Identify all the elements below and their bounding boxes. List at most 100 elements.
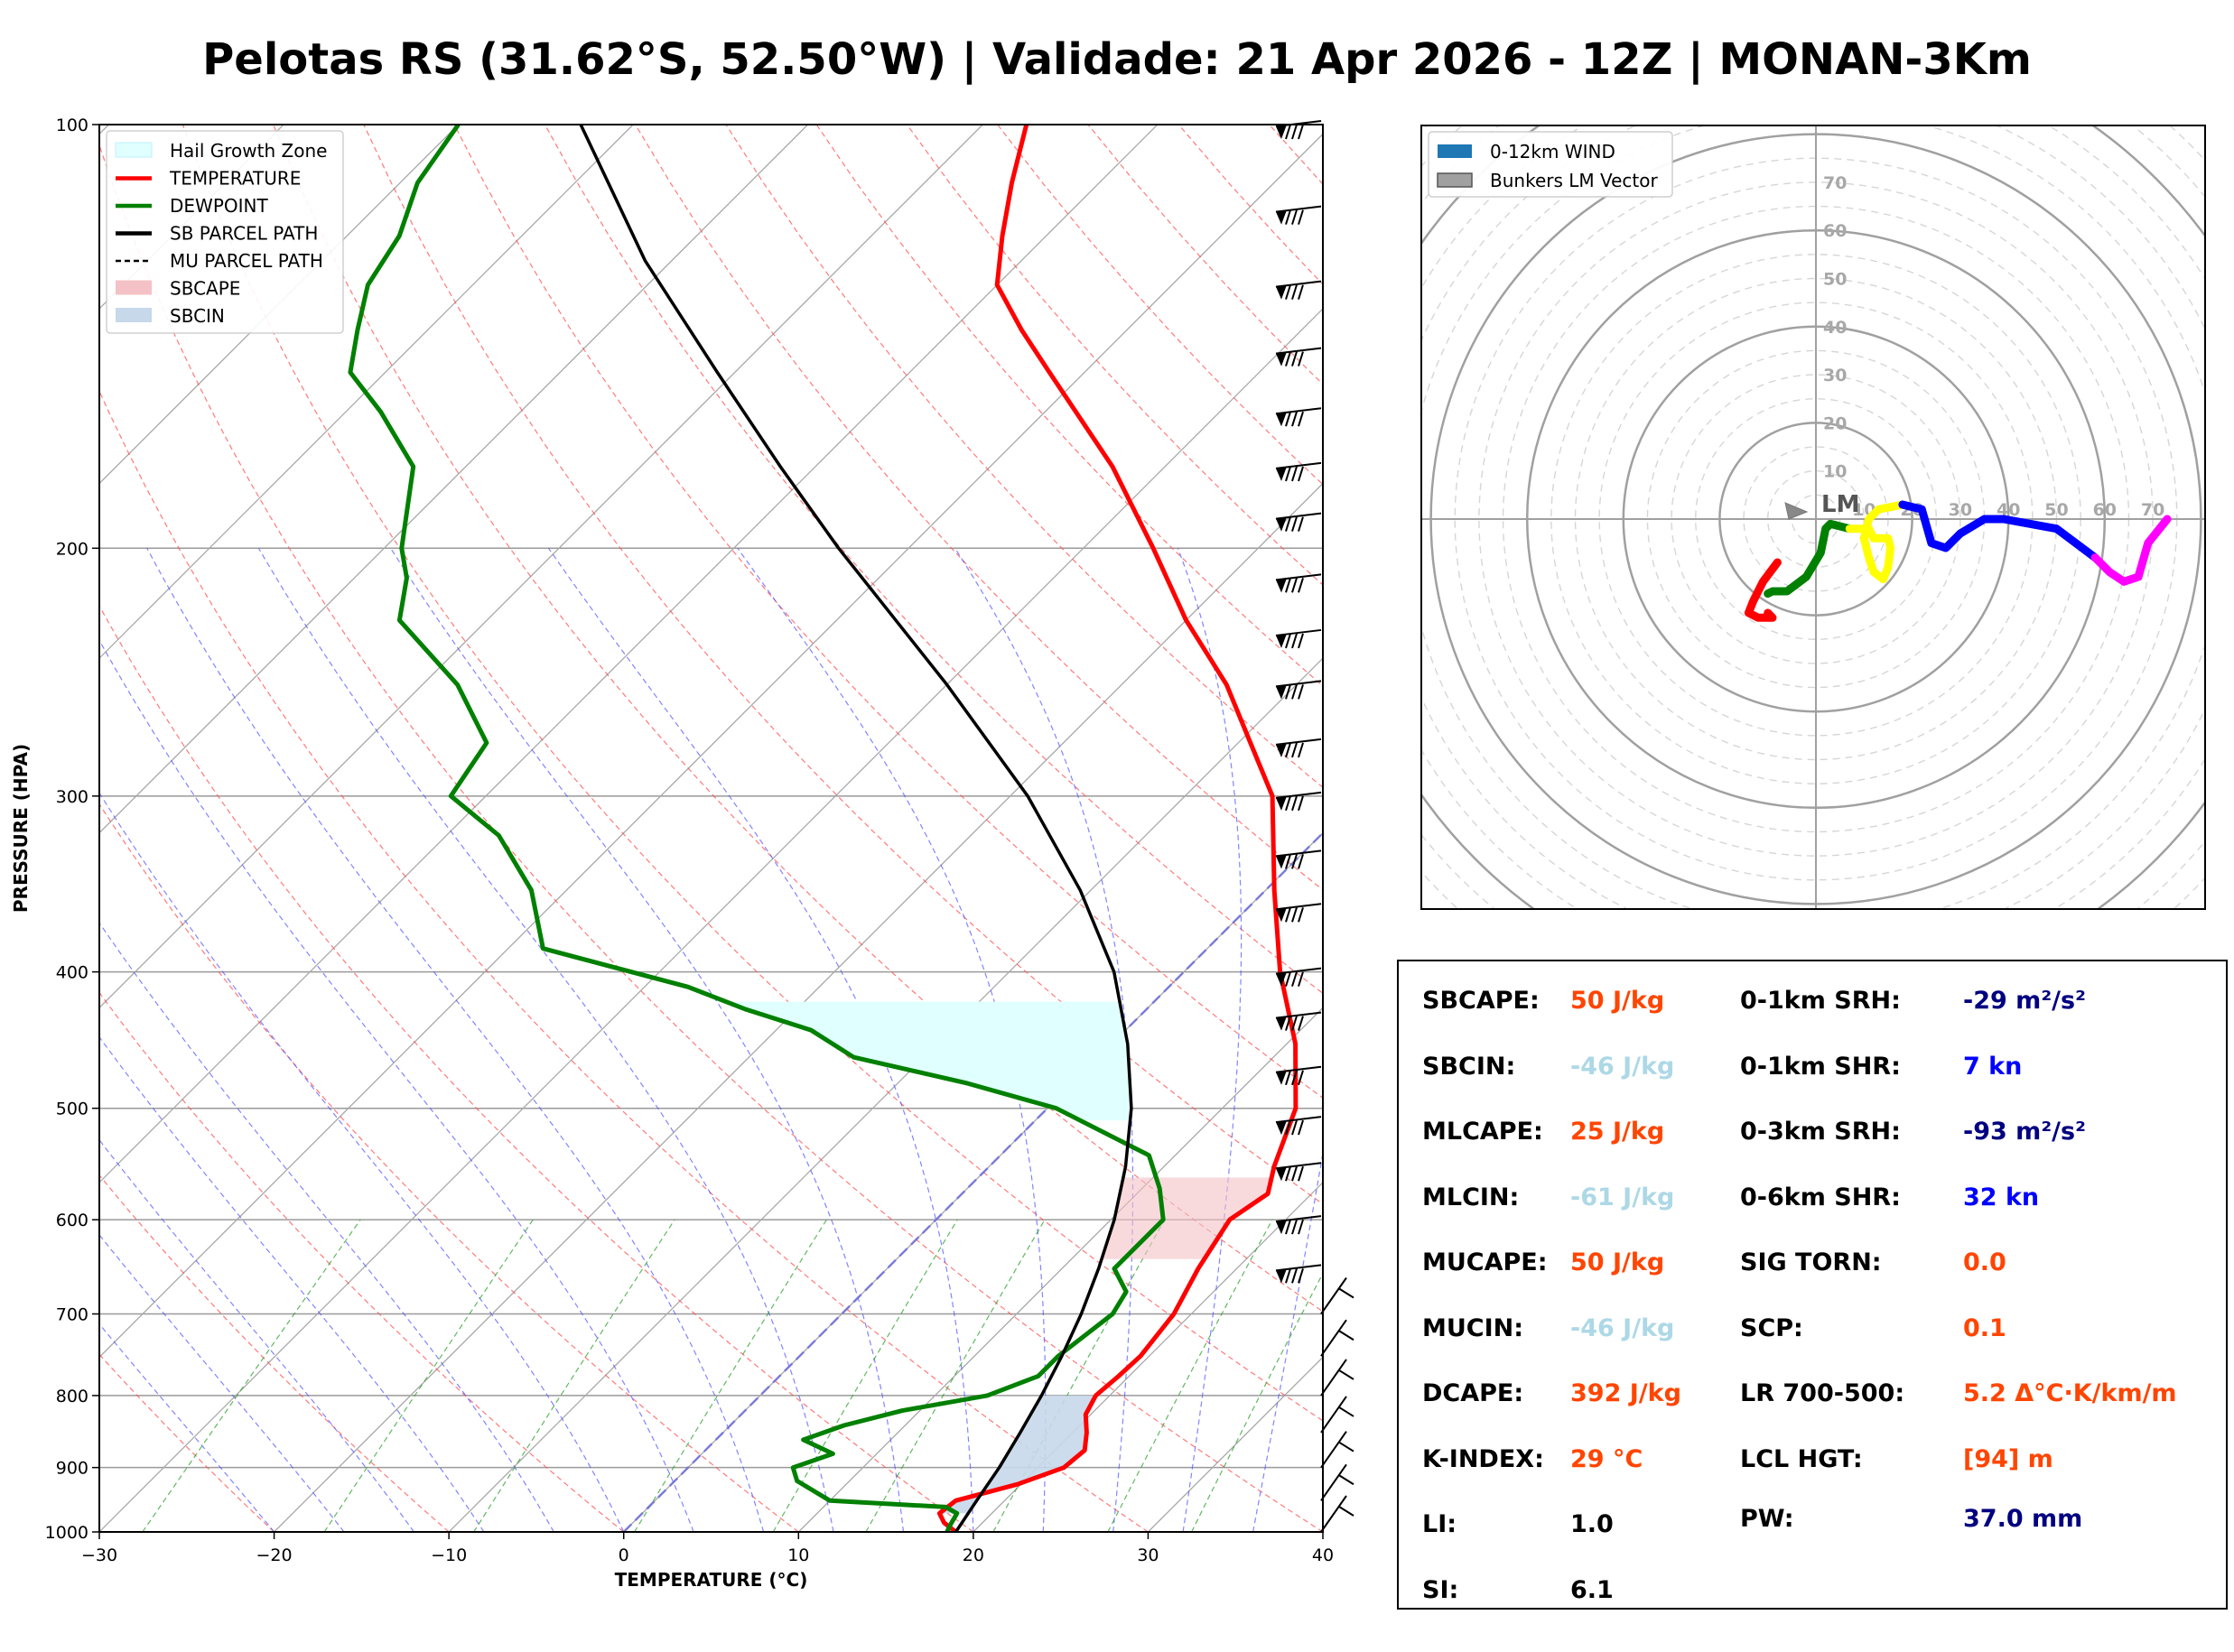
wind-barb bbox=[1275, 1116, 1322, 1136]
wind-barb-feather bbox=[1291, 684, 1298, 700]
param-label: K-INDEX: bbox=[1422, 1444, 1544, 1473]
hodograph-legend-swatch bbox=[1438, 144, 1472, 158]
dewpoint-line bbox=[348, 125, 1166, 1532]
moist-adiabat bbox=[99, 1234, 345, 1532]
wind-barb-feather bbox=[1298, 124, 1304, 140]
wind-barb bbox=[1275, 512, 1322, 532]
param-label: 0-6km SHR: bbox=[1740, 1183, 1901, 1211]
wind-barb bbox=[1275, 1215, 1322, 1235]
wind-barb-feather bbox=[1285, 1268, 1291, 1284]
wind-barb-flag bbox=[1276, 1268, 1287, 1284]
dry-adiabat bbox=[99, 389, 1149, 1532]
wind-barb-flag bbox=[1276, 1016, 1287, 1031]
wind-barb-feather bbox=[1298, 795, 1304, 812]
wind-barb-feather bbox=[1285, 795, 1291, 812]
param-value: -46 J/kg bbox=[1570, 1052, 1675, 1081]
wind-barb-flag bbox=[1276, 578, 1287, 593]
wind-barb-flag bbox=[1276, 971, 1287, 987]
isotherm bbox=[973, 1181, 1323, 1532]
param-value: 6.1 bbox=[1570, 1575, 1614, 1604]
isotherm bbox=[99, 125, 1159, 1183]
wind-barb bbox=[1275, 738, 1322, 758]
wind-barb-feather bbox=[1298, 1219, 1304, 1235]
wind-barb bbox=[1275, 903, 1322, 923]
hodograph-ring-label-y: 10 bbox=[1823, 462, 1847, 482]
wind-barb-feather bbox=[1298, 684, 1304, 700]
mixing-ratio-line bbox=[473, 1219, 675, 1532]
param-value: 32 kn bbox=[1963, 1183, 2040, 1211]
hodograph-ring-label-y: 30 bbox=[1823, 366, 1847, 385]
wind-barb-feather bbox=[1285, 854, 1291, 869]
hodograph-legend-swatch bbox=[1437, 172, 1473, 188]
wind-barb-flag bbox=[1276, 854, 1287, 869]
wind-barb bbox=[1275, 1011, 1322, 1031]
moist-adiabat bbox=[737, 547, 1047, 1532]
mixing-ratio-line bbox=[1191, 1272, 1323, 1532]
wind-barb-flag bbox=[1276, 1070, 1287, 1085]
wind-barb-feather bbox=[1291, 284, 1298, 300]
y-tick-label: 1000 bbox=[45, 1523, 88, 1543]
wind-barb-staff bbox=[1320, 1431, 1347, 1469]
param-label: DCAPE: bbox=[1422, 1379, 1524, 1407]
wind-barb-feather bbox=[1298, 516, 1304, 532]
param-label: PW: bbox=[1740, 1505, 1794, 1533]
wind-barb-feather bbox=[1285, 284, 1291, 300]
wind-barb bbox=[1275, 407, 1322, 427]
wind-barb-feather bbox=[1285, 971, 1291, 987]
wind-barb-flag bbox=[1276, 684, 1287, 700]
wind-barb-feather bbox=[1291, 906, 1298, 923]
dry-adiabat bbox=[99, 991, 625, 1532]
wind-barb-feather bbox=[1291, 1165, 1298, 1182]
hodograph-trace bbox=[1845, 500, 1907, 584]
wind-barb-flag bbox=[1276, 742, 1287, 757]
wind-barb-feather bbox=[1291, 516, 1298, 532]
x-tick-label: 20 bbox=[963, 1545, 984, 1565]
wind-barb bbox=[1275, 461, 1322, 482]
dry-adiabat bbox=[635, 125, 1323, 891]
wind-barb-feather bbox=[1338, 1506, 1354, 1517]
hodograph-ring-label-x: 50 bbox=[2044, 500, 2068, 520]
wind-barb-feather bbox=[1285, 906, 1291, 923]
wind-barb bbox=[1320, 1276, 1354, 1315]
wind-barb-feather bbox=[1291, 971, 1298, 987]
wind-barb-staff bbox=[1320, 1463, 1347, 1501]
param-label: MUCAPE: bbox=[1422, 1248, 1548, 1276]
wind-barb-flag bbox=[1276, 795, 1287, 811]
wind-barb-feather bbox=[1291, 411, 1298, 427]
isotherm bbox=[448, 657, 1323, 1532]
wind-barb-flag bbox=[1276, 1120, 1287, 1136]
dry-adiabat bbox=[99, 604, 974, 1532]
wind-barb bbox=[1275, 573, 1322, 593]
param-value: 1.0 bbox=[1570, 1510, 1614, 1538]
y-tick-label: 400 bbox=[56, 963, 88, 983]
x-tick-label: −10 bbox=[431, 1545, 467, 1565]
y-axis-label: PRESSURE (HPA) bbox=[10, 744, 32, 913]
wind-barb-feather bbox=[1285, 684, 1291, 700]
param-label: 0-1km SHR: bbox=[1740, 1052, 1901, 1081]
sbcin-fill bbox=[939, 1395, 1096, 1514]
wind-barb bbox=[1275, 1162, 1322, 1182]
wind-barb bbox=[1320, 1463, 1354, 1501]
wind-barb-feather bbox=[1298, 466, 1304, 482]
wind-barb-feather bbox=[1298, 633, 1304, 649]
param-label: 0-1km SRH: bbox=[1740, 987, 1901, 1015]
x-tick-label: −30 bbox=[81, 1545, 117, 1565]
moist-adiabat bbox=[99, 792, 625, 1532]
wind-barb bbox=[1275, 205, 1322, 225]
isotherm bbox=[99, 125, 634, 660]
hodograph-legend-bunkers: Bunkers LM Vector bbox=[1490, 170, 1659, 191]
wind-barb-feather bbox=[1338, 1330, 1354, 1341]
param-label: MLCIN: bbox=[1422, 1183, 1520, 1211]
x-tick-label: 0 bbox=[619, 1545, 629, 1565]
hodograph-ring-label-y: 20 bbox=[1823, 413, 1847, 433]
wind-barb-flag bbox=[1276, 284, 1287, 300]
hodograph-ring bbox=[1421, 125, 2205, 909]
moist-adiabat bbox=[1252, 1150, 1323, 1532]
temperature-line bbox=[936, 125, 1299, 1532]
hodograph-ring-label-y: 50 bbox=[1823, 270, 1847, 290]
legend-mu-parcel-path: MU PARCEL PATH bbox=[170, 250, 323, 272]
wind-barb-flag bbox=[1276, 351, 1287, 367]
wind-barb-feather bbox=[1285, 1219, 1291, 1235]
sbcape-fill bbox=[1102, 1177, 1272, 1259]
wind-barb bbox=[1320, 1495, 1354, 1533]
